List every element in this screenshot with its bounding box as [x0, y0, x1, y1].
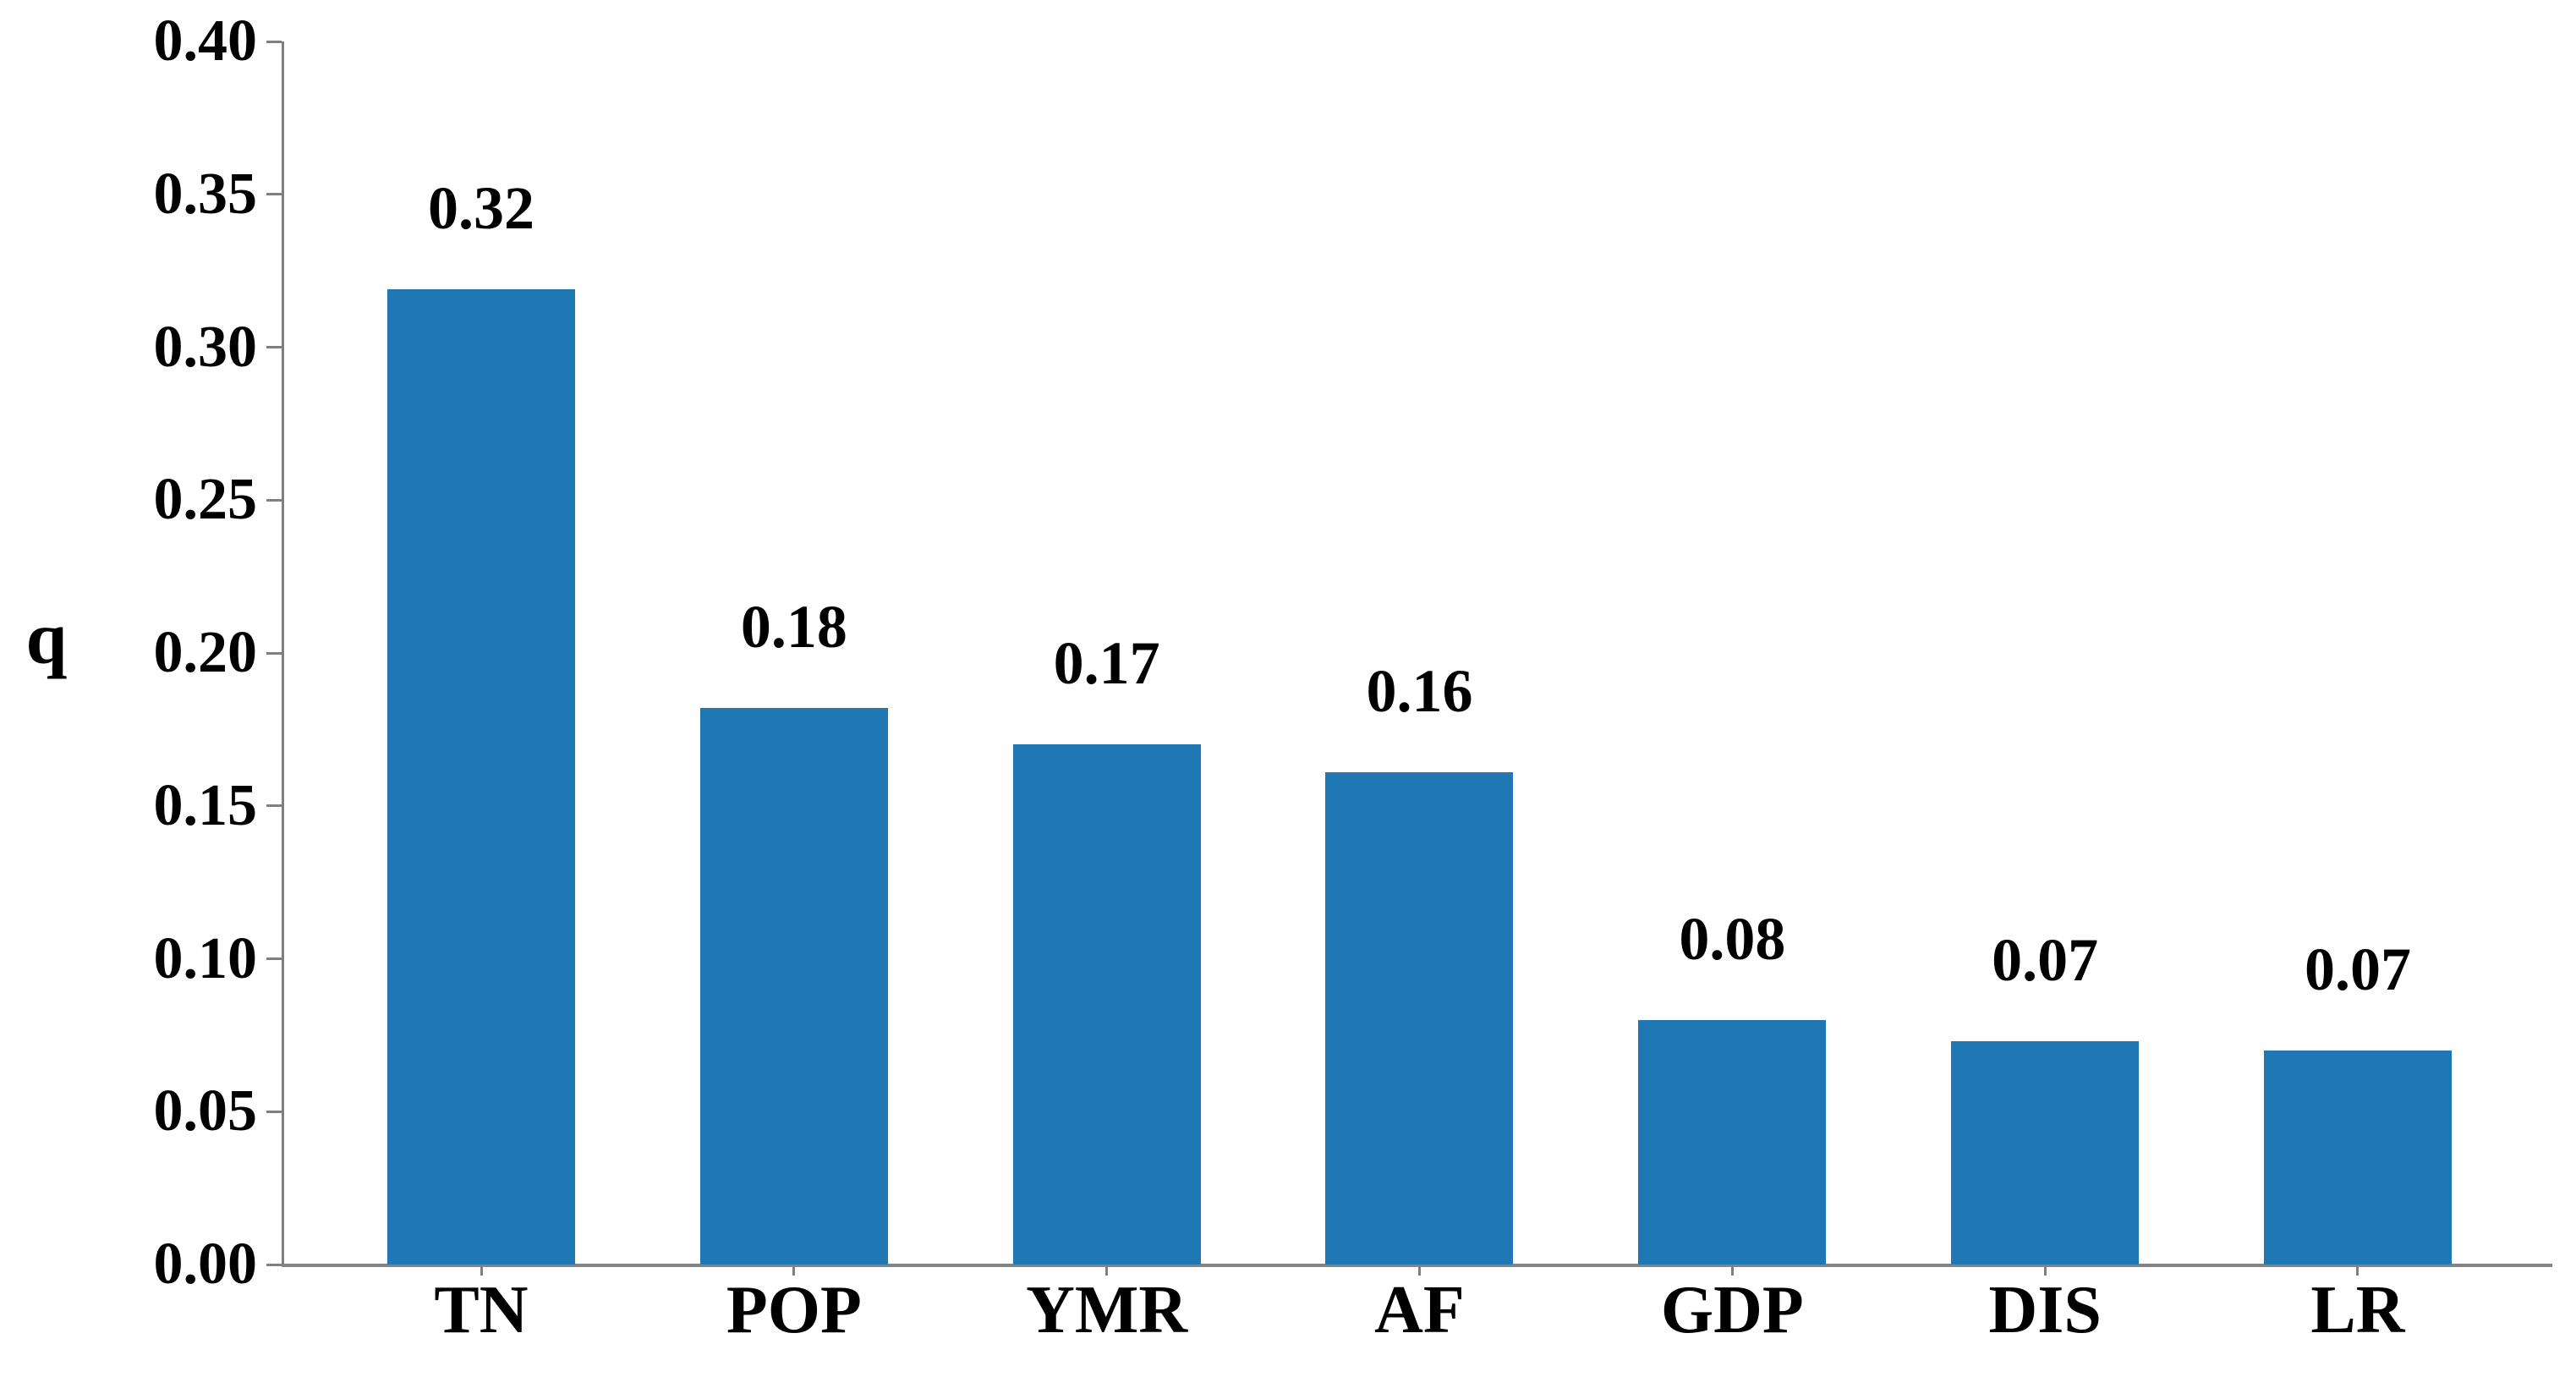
y-tick-mark: [266, 40, 282, 43]
x-tick-label: TN: [434, 1273, 529, 1347]
x-tick-label: YMR: [1026, 1273, 1188, 1347]
bar: [387, 289, 575, 1265]
y-tick-mark: [266, 804, 282, 808]
y-tick-mark: [266, 346, 282, 348]
x-tick-label: LR: [2310, 1273, 2405, 1347]
x-tick-label: POP: [726, 1273, 862, 1347]
bar: [1951, 1041, 2140, 1265]
bar-value-label: 0.07: [2304, 935, 2411, 1003]
y-tick-mark: [266, 651, 282, 655]
x-tick-mark: [792, 1265, 796, 1276]
bar-value-label: 0.07: [1992, 926, 2099, 994]
x-tick-mark: [1417, 1265, 1421, 1276]
y-tick-label: 0.00: [153, 1232, 258, 1297]
x-axis-spine: [282, 1264, 2552, 1267]
x-tick-label: DIS: [1988, 1273, 2102, 1347]
bar-value-label: 0.17: [1053, 629, 1160, 697]
y-tick-label: 0.30: [153, 314, 258, 380]
y-tick-mark: [266, 193, 282, 196]
plot-area: [282, 41, 2552, 1267]
y-tick-label: 0.40: [153, 8, 258, 74]
y-tick-label: 0.05: [153, 1078, 258, 1144]
bar-value-label: 0.32: [428, 174, 534, 242]
y-tick-mark: [266, 1263, 282, 1266]
bar: [699, 708, 888, 1265]
y-tick-label: 0.25: [153, 467, 258, 533]
bar: [1638, 1020, 1827, 1265]
bar-value-label: 0.08: [1679, 905, 1786, 973]
y-tick-label: 0.10: [153, 925, 258, 991]
bar: [1325, 772, 1514, 1265]
bar-value-label: 0.16: [1366, 657, 1473, 725]
y-tick-mark: [266, 498, 282, 502]
x-tick-label: AF: [1374, 1273, 1465, 1347]
x-tick-mark: [1105, 1265, 1109, 1276]
bar: [2263, 1051, 2452, 1265]
y-tick-label: 0.20: [153, 620, 258, 685]
x-tick-mark: [480, 1265, 483, 1276]
y-axis-title: q: [25, 598, 68, 680]
y-tick-label: 0.35: [153, 161, 258, 227]
y-tick-label: 0.15: [153, 772, 258, 838]
x-tick-label: GDP: [1660, 1273, 1804, 1347]
x-tick-mark: [2356, 1265, 2360, 1276]
x-tick-mark: [2043, 1265, 2047, 1276]
bar-value-label: 0.18: [740, 593, 847, 661]
y-axis-spine: [282, 41, 284, 1265]
y-tick-mark: [266, 1110, 282, 1113]
y-tick-mark: [266, 957, 282, 960]
x-tick-mark: [1730, 1265, 1734, 1276]
bar: [1012, 744, 1201, 1265]
